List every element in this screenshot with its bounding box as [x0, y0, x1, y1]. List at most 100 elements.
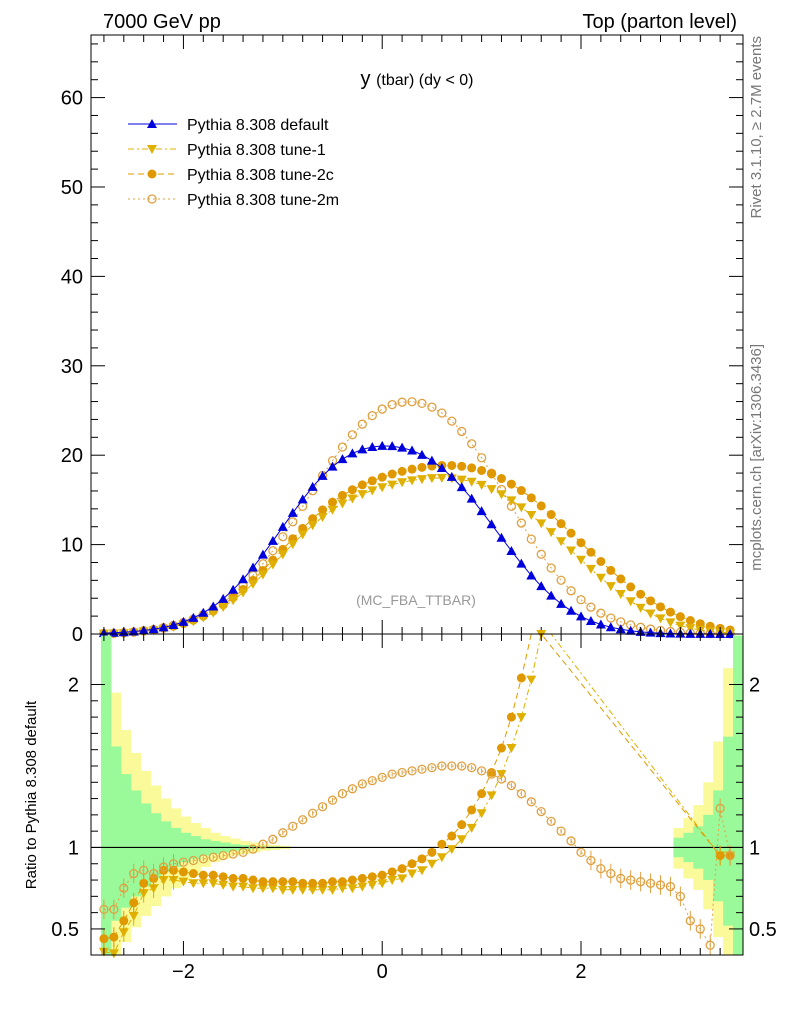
ratio-point [327, 885, 338, 895]
data-point [407, 476, 418, 486]
ratio-point [129, 898, 139, 908]
data-point [446, 471, 457, 481]
ratio-point [109, 932, 119, 942]
data-point [328, 497, 338, 507]
data-point [437, 408, 447, 418]
ratio-point [417, 854, 427, 864]
data-point [288, 517, 298, 527]
series-line-tune-2m [103, 401, 731, 635]
data-point [317, 512, 328, 522]
data-point [337, 454, 348, 464]
data-point [357, 444, 368, 454]
data-point [357, 480, 367, 490]
ratio-point [725, 850, 735, 861]
data-point [496, 490, 507, 500]
data-point [257, 570, 268, 580]
ratio-point [258, 839, 268, 849]
legend-label: Pythia 8.308 tune-2m [187, 192, 339, 209]
ratio-point [387, 769, 397, 779]
ratio-point [456, 835, 467, 845]
data-point [595, 573, 606, 583]
ratio-point [407, 869, 418, 879]
data-point [536, 549, 546, 559]
ratio-point [417, 764, 427, 774]
ratio-point [576, 847, 586, 857]
chart-title-rest: (tbar) (dy < 0) [376, 72, 473, 89]
legend-label: Pythia 8.308 default [187, 117, 329, 134]
ratio-point [467, 762, 477, 773]
data-point [158, 622, 169, 632]
header-left: 7000 GeV pp [103, 11, 221, 33]
ratio-y-axis-label: Ratio to Pythia 8.308 default [23, 700, 40, 889]
data-point [248, 579, 259, 589]
data-point [238, 588, 249, 598]
ratio-point [496, 743, 506, 753]
ratio-point [387, 867, 397, 877]
data-point [387, 469, 397, 479]
data-point [436, 462, 447, 472]
y-tick-label: 20 [61, 445, 83, 467]
ratio-point [119, 883, 129, 893]
ratio-point [486, 791, 497, 801]
data-point [606, 613, 616, 623]
ratio-point [307, 808, 318, 818]
data-point [526, 570, 537, 580]
data-point [496, 474, 506, 484]
data-point [616, 574, 626, 584]
ratio-point [248, 875, 258, 885]
data-point [337, 490, 347, 500]
data-point [665, 607, 675, 617]
data-point [605, 582, 616, 592]
data-point [327, 505, 338, 515]
data-point [347, 494, 358, 504]
ratio-point [416, 866, 427, 876]
ratio-point [437, 761, 447, 771]
ratio-point [606, 868, 616, 879]
data-point [268, 546, 278, 556]
data-point [198, 607, 209, 617]
data-point [536, 501, 546, 511]
data-point [575, 555, 586, 565]
data-point [267, 560, 278, 570]
data-point [586, 602, 596, 612]
data-point [685, 616, 695, 626]
data-point [308, 514, 318, 524]
data-point [595, 619, 606, 629]
ratio-point [218, 880, 229, 890]
ratio-point [298, 878, 308, 888]
ratio-point [436, 853, 447, 863]
uncertainty-band-inner [130, 790, 142, 897]
data-point [367, 441, 378, 451]
side-label-mcplots: mcplots.cern.ch [arXiv:1306.3436] [748, 344, 765, 571]
data-point [287, 540, 298, 550]
ratio-point [258, 877, 268, 887]
data-point [585, 564, 596, 574]
ratio-panel: 0.5 0.5 1 1 2 2 −2 0 2 [51, 630, 777, 983]
ratio-point [476, 809, 487, 819]
data-point [347, 485, 357, 495]
uncertainty-band-inner [713, 790, 724, 902]
ratio-point [626, 875, 636, 885]
data-point [417, 462, 427, 472]
ratio-point [317, 885, 328, 895]
data-point [506, 496, 517, 506]
ratio-line-tune-2c [103, 633, 731, 940]
ratio-point [546, 816, 556, 827]
ratio-point [397, 864, 407, 874]
series-line-tune-2c [103, 465, 731, 635]
y-tick-label: 10 [61, 535, 83, 557]
data-point [297, 494, 308, 504]
ratio-point [347, 884, 358, 894]
data-point [615, 590, 626, 600]
data-point [596, 608, 606, 618]
data-point [556, 575, 566, 585]
data-point [337, 442, 348, 452]
header-right: Top (parton level) [582, 11, 737, 33]
data-point [546, 510, 556, 520]
data-point [655, 614, 666, 624]
data-point [546, 563, 556, 573]
data-point [208, 608, 219, 618]
data-point [397, 397, 407, 407]
ratio-point [257, 884, 268, 894]
data-point [625, 625, 636, 635]
